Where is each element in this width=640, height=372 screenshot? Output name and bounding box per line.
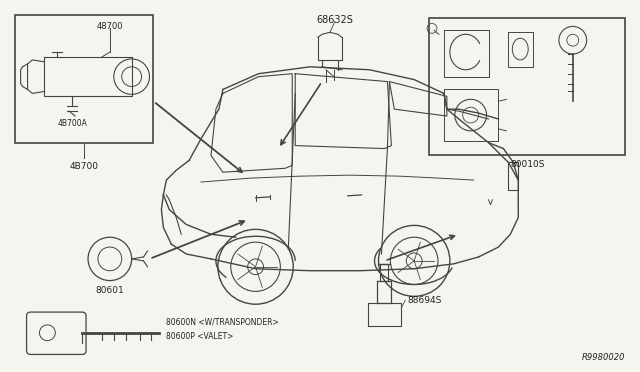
Text: 4B700A: 4B700A (57, 119, 87, 128)
Text: 80601: 80601 (95, 286, 124, 295)
Bar (508, 162, 518, 190)
Text: 68632S: 68632S (316, 15, 353, 25)
Bar (429, 17, 625, 155)
Bar (15, 15, 154, 142)
Text: 48700: 48700 (97, 22, 123, 32)
Text: 80010S: 80010S (510, 160, 545, 169)
Text: 80600P <VALET>: 80600P <VALET> (166, 332, 234, 341)
Text: 88694S: 88694S (407, 296, 442, 305)
Text: 80600N <W/TRANSPONDER>: 80600N <W/TRANSPONDER> (166, 318, 279, 327)
Text: R9980020: R9980020 (582, 353, 625, 362)
Text: 4B700: 4B700 (70, 162, 99, 171)
